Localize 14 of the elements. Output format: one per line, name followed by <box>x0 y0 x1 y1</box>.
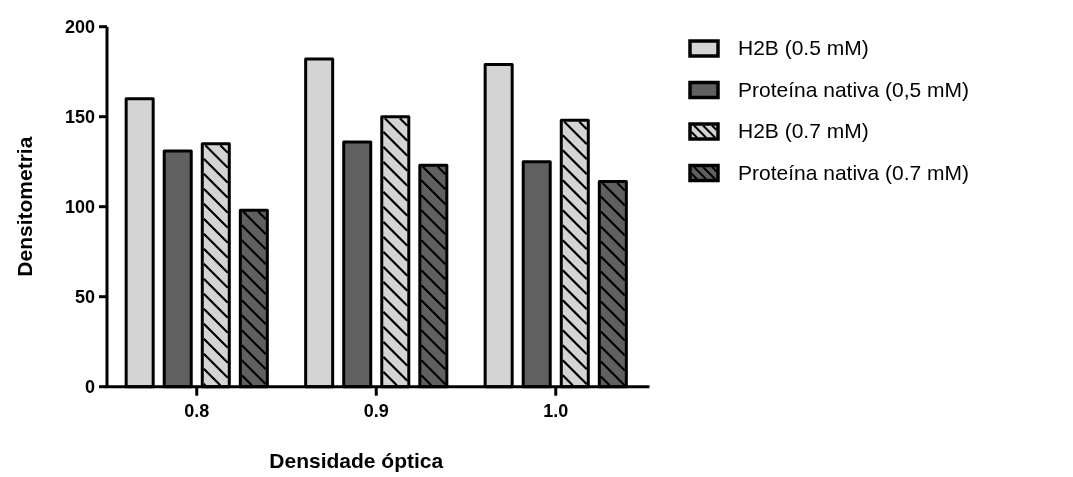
y-tick-label: 150 <box>64 107 95 127</box>
y-tick-label: 200 <box>64 17 95 37</box>
x-tick-label: 0.9 <box>363 400 389 421</box>
x-tick-label: 1.0 <box>543 400 569 421</box>
y-tick-label: 100 <box>64 197 95 217</box>
x-axis-title: Densidade óptica <box>269 449 444 472</box>
legend-label: H2B (0.7 mM) <box>738 119 869 143</box>
legend-label: Proteína nativa (0.7 mM) <box>738 160 970 184</box>
legend-label: Proteína nativa (0,5 mM) <box>738 77 970 101</box>
legend-label: H2B (0.5 mM) <box>738 36 869 60</box>
x-tick-label: 0.8 <box>184 400 210 421</box>
y-tick-label: 0 <box>84 377 95 397</box>
y-tick-label: 50 <box>74 287 95 307</box>
y-axis-title: Densitometria <box>13 136 36 277</box>
